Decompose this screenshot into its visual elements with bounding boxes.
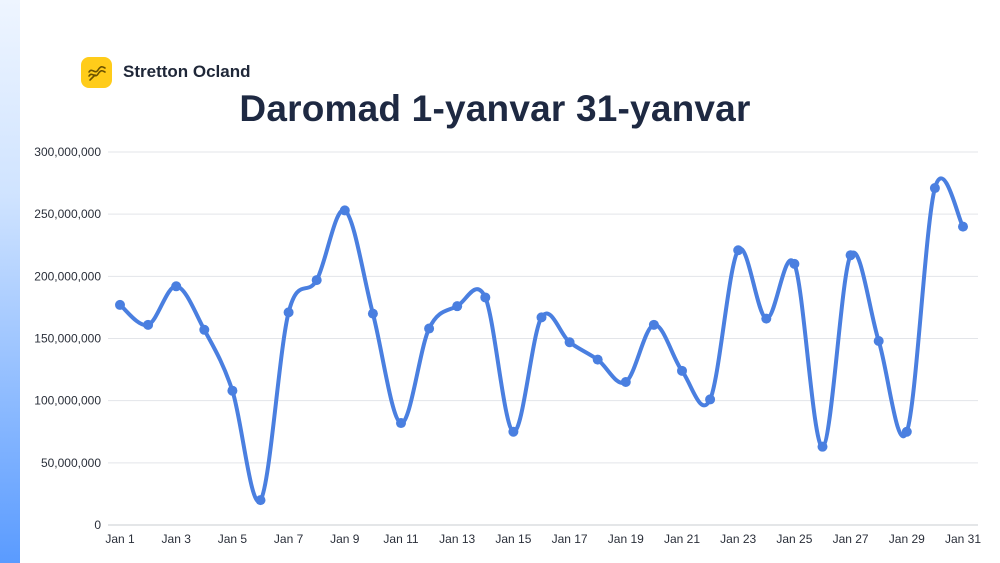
y-tick-label: 200,000,000 [34, 269, 101, 283]
x-tick-label: Jan 5 [218, 532, 248, 546]
data-point [592, 354, 603, 365]
x-tick-label: Jan 31 [945, 532, 981, 546]
data-point [817, 441, 828, 452]
y-tick-label: 100,000,000 [34, 394, 101, 408]
brand-name: Stretton Ocland [123, 62, 251, 81]
x-tick-label: Jan 11 [383, 532, 418, 546]
data-point [283, 307, 294, 318]
y-tick-label: 300,000,000 [34, 145, 101, 159]
data-point [115, 299, 125, 310]
point-layer [115, 183, 968, 506]
data-point [677, 365, 687, 376]
data-point [508, 426, 519, 437]
data-point [311, 275, 322, 286]
data-point [901, 426, 912, 437]
x-tick-label: Jan 23 [720, 532, 756, 546]
x-tick-label: Jan 17 [552, 532, 588, 546]
data-point [339, 205, 350, 216]
y-tick-label: 50,000,000 [41, 456, 101, 470]
x-tick-label: Jan 1 [105, 532, 135, 546]
x-tick-label: Jan 3 [162, 532, 192, 546]
y-axis-labels: 0 50,000,000 100,000,000 150,000,000 200,000… [34, 145, 101, 532]
y-tick-label: 150,000,000 [34, 332, 101, 346]
series-layer [118, 176, 965, 504]
x-tick-label: Jan 15 [495, 532, 531, 546]
data-point [929, 183, 940, 194]
data-point [564, 337, 575, 348]
x-axis-labels: Jan 1 Jan 3 Jan 5 Jan 7 Jan 9 Jan 11 Jan 13 Jan… [105, 532, 981, 546]
data-point [873, 335, 884, 346]
y-tick-label: 250,000,000 [34, 207, 101, 221]
x-tick-label: Jan 7 [274, 532, 304, 546]
data-point [143, 319, 154, 330]
x-tick-label: Jan 25 [776, 532, 812, 546]
series-line [118, 176, 965, 504]
x-tick-label: Jan 19 [608, 532, 644, 546]
data-point [424, 323, 435, 334]
x-tick-label: Jan 13 [439, 532, 475, 546]
data-point [845, 250, 856, 261]
x-tick-label: Jan 27 [833, 532, 869, 546]
x-tick-label: Jan 9 [330, 532, 360, 546]
chart-title: Daromad 1-yanvar 31-yanvar [239, 88, 751, 129]
data-point [536, 312, 547, 323]
data-point [761, 313, 772, 324]
data-point [789, 258, 800, 269]
data-point [705, 394, 716, 405]
grid-layer [108, 151, 978, 526]
y-tick-label: 0 [94, 518, 101, 532]
data-point [620, 377, 631, 388]
data-point [733, 245, 744, 256]
chart-wave-icon [87, 65, 106, 81]
data-point [255, 495, 266, 506]
data-point [367, 308, 378, 319]
data-point [480, 292, 491, 303]
x-tick-label: Jan 21 [664, 532, 700, 546]
data-point [199, 324, 210, 335]
data-point [452, 301, 463, 312]
data-point [171, 281, 182, 292]
left-accent-bar [0, 0, 20, 563]
data-point [396, 418, 406, 429]
x-tick-label: Jan 29 [889, 532, 925, 546]
brand-logo [81, 57, 112, 88]
data-point [648, 319, 659, 330]
data-point [227, 385, 238, 396]
data-point [958, 221, 968, 232]
